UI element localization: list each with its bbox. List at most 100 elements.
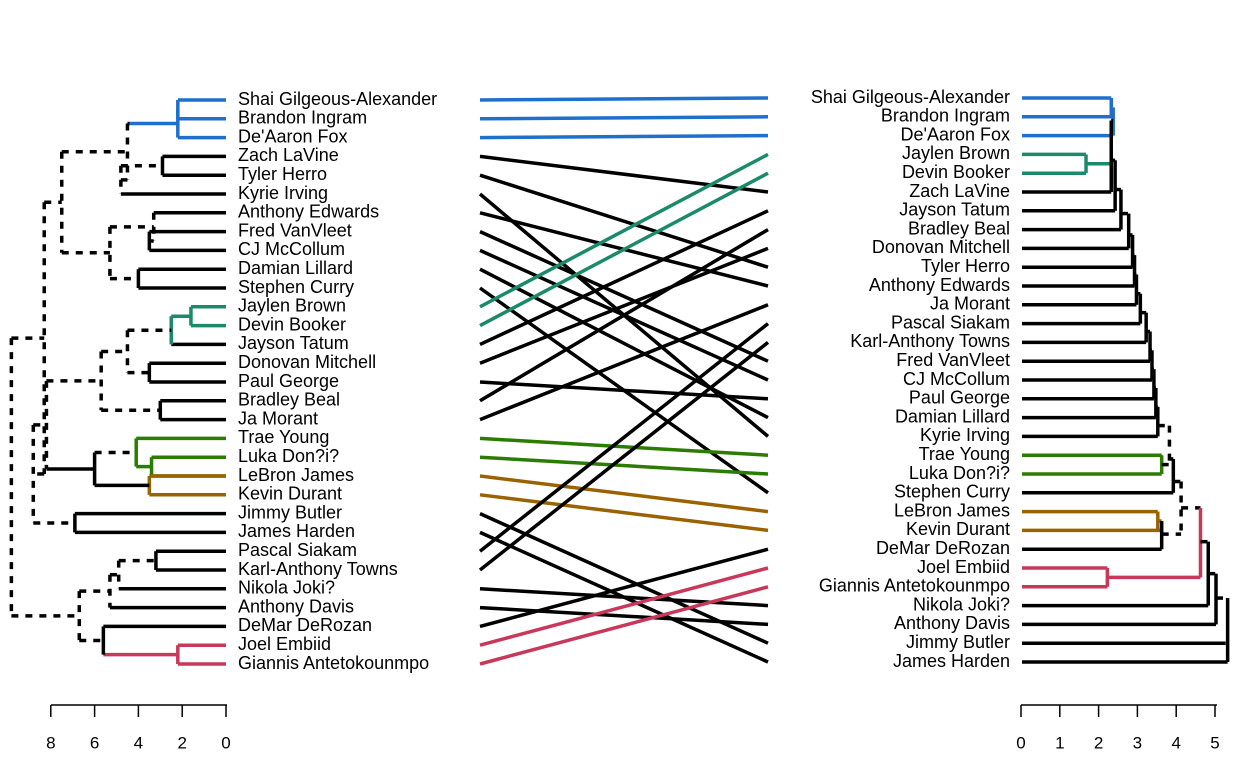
right-leaf-label: CJ McCollum [903,369,1010,389]
connector-line [479,380,769,401]
left-leaf-label: Ja Morant [238,408,318,428]
right-axis-tick-label: 0 [1016,733,1025,752]
left-leaf-label: Nikola Joki? [238,578,335,598]
left-leaf-label: Karl-Anthony Towns [238,559,398,579]
right-leaf-label: Nikola Joki? [913,594,1010,614]
right-leaf-label: DeMar DeRozan [876,538,1010,558]
connector-line [479,474,769,514]
left-leaf-label: Kevin Durant [238,484,342,504]
left-leaf-label: CJ McCollum [238,239,345,259]
left-leaf-label: Damian Lillard [238,258,353,278]
connector-line [479,173,769,269]
left-leaf-label: Trae Young [238,427,329,447]
left-leaf-label: Luka Don?i? [238,446,339,466]
right-leaf-label: Damian Lillard [895,406,1010,426]
left-leaf-label: Anthony Edwards [238,202,379,222]
left-leaf-label: DeMar DeRozan [238,615,372,635]
right-axis-tick-label: 5 [1210,733,1219,752]
left-leaf-label: Stephen Curry [238,277,354,297]
connector-line [479,115,769,121]
connector-line [479,133,769,140]
right-leaf-label: LeBron James [894,500,1010,520]
right-axis-tick-label: 1 [1055,733,1064,752]
connector-line [478,341,770,572]
left-axis-tick-label: 2 [177,733,186,752]
right-leaf-label: Tyler Herro [921,256,1010,276]
left-leaf-label: Jimmy Butler [238,502,342,522]
right-leaf-label: Bradley Beal [908,218,1010,238]
left-leaf-label: Jayson Tatum [238,333,349,353]
left-leaf-label: Bradley Beal [238,390,340,410]
connector-line [479,585,769,666]
right-leaf-label: Devin Booker [902,162,1010,182]
right-leaf-label: Paul George [909,388,1010,408]
right-leaf-label: Joel Embiid [917,557,1010,577]
left-dendrogram [9,98,226,666]
left-leaf-label: James Harden [238,521,355,541]
right-leaf-label: Anthony Edwards [869,275,1010,295]
right-leaf-label: Trae Young [919,444,1010,464]
right-leaf-label: Shai Gilgeous-Alexander [811,87,1010,107]
right-leaf-label: Ja Morant [930,294,1010,314]
right-leaf-label: Anthony Davis [894,613,1010,633]
left-leaf-label: Brandon Ingram [238,108,367,128]
connector-line [479,566,769,647]
right-leaf-label: Zach LaVine [909,181,1010,201]
connector-line [479,171,769,328]
left-axis-tick-label: 6 [90,733,99,752]
connector-line [479,267,769,420]
right-leaf-label: Brandon Ingram [881,106,1010,126]
left-axis-tick-label: 4 [134,733,143,752]
left-height-axis: 8 6 4 2 0 [46,704,231,752]
connector-line [479,154,769,194]
right-axis-tick-label: 2 [1094,733,1103,752]
left-leaf-label: Zach LaVine [238,145,339,165]
right-leaf-label: Donovan Mitchell [872,237,1010,257]
right-dendrogram [1022,96,1230,664]
connector-line [479,209,769,346]
connector-line [479,96,769,102]
left-leaf-label: Fred VanVleet [238,220,352,240]
right-leaf-label: Jayson Tatum [899,200,1010,220]
connector-line [479,436,769,457]
left-leaf-label: Giannis Antetokounmpo [238,653,429,673]
left-leaf-label: Anthony Davis [238,596,354,616]
right-leaf-label: Jaylen Brown [902,143,1010,163]
left-leaf-label: Shai Gilgeous-Alexander [238,89,437,109]
left-leaf-label: Donovan Mitchell [238,352,376,372]
right-leaf-label: Pascal Siakam [891,312,1010,332]
right-leaf-label: Karl-Anthony Towns [850,331,1010,351]
right-leaf-label: De'Aaron Fox [901,124,1011,144]
tanglegram-connectors [478,96,770,666]
right-height-axis: 0 1 2 3 4 5 [1016,704,1220,752]
left-leaf-label: Pascal Siakam [238,540,357,560]
left-leaf-label: Jaylen Brown [238,296,346,316]
connector-line [479,230,769,363]
left-leaf-label: LeBron James [238,465,354,485]
connector-line [479,547,769,629]
left-leaf-label: Tyler Herro [238,164,327,184]
left-axis-tick-label: 0 [221,733,230,752]
right-axis-tick-label: 4 [1171,733,1180,752]
right-leaf-label: James Harden [893,651,1010,671]
right-leaf-label: Stephen Curry [894,482,1010,502]
right-leaf-label: Luka Don?i? [909,463,1010,483]
left-leaf-label: Paul George [238,371,339,391]
connector-line [479,152,769,309]
right-leaf-label: Kevin Durant [906,519,1010,539]
right-axis-tick-label: 3 [1133,733,1142,752]
connector-line [479,228,769,403]
connector-line [479,493,769,533]
left-axis-tick-label: 8 [46,733,55,752]
connector-line [479,587,769,608]
right-leaf-label: Giannis Antetokounmpo [819,576,1010,596]
left-leaf-label: De'Aaron Fox [238,126,348,146]
connector-line [479,605,769,627]
connector-line [479,246,769,365]
right-leaf-label: Fred VanVleet [896,350,1010,370]
connector-line [479,303,769,422]
connector-line [478,322,770,553]
left-leaf-label: Kyrie Irving [238,183,328,203]
